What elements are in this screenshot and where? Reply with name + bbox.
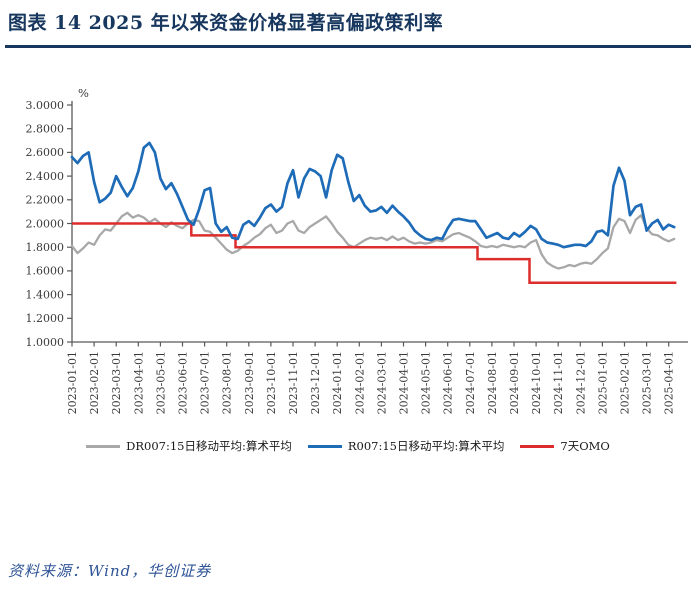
x-tick-label: 2023-05-01 bbox=[154, 351, 167, 414]
x-tick-label: 2023-10-01 bbox=[265, 351, 278, 414]
legend-item-r007: R007:15日移动平均:算术平均 bbox=[307, 438, 505, 454]
x-tick-label: 2024-10-01 bbox=[530, 351, 543, 414]
y-tick-label: 1.4000 bbox=[26, 288, 65, 301]
x-tick-label: 2023-03-01 bbox=[110, 351, 123, 414]
legend-swatch-dr007 bbox=[86, 444, 121, 448]
x-tick-label: 2025-01-01 bbox=[596, 351, 609, 414]
legend-label-dr007: DR007:15日移动平均:算术平均 bbox=[126, 439, 292, 453]
title-rule bbox=[5, 45, 691, 48]
y-axis-unit-label: % bbox=[78, 86, 89, 100]
legend-swatch-r007 bbox=[307, 444, 342, 448]
x-tick-label: 2025-04-01 bbox=[663, 351, 676, 414]
legend-swatch-omo-7d bbox=[520, 444, 555, 448]
figure-title: 图表 14 2025 年以来资金价格显著高偏政策利率 bbox=[8, 12, 444, 34]
x-tick-label: 2024-07-01 bbox=[464, 351, 477, 414]
x-tick-label: 2023-11-01 bbox=[287, 351, 300, 414]
y-tick-label: 1.0000 bbox=[26, 336, 65, 349]
y-tick-label: 2.4000 bbox=[26, 170, 65, 183]
x-tick-label: 2023-04-01 bbox=[132, 351, 145, 414]
y-tick-label: 1.2000 bbox=[26, 312, 65, 325]
x-tick-label: 2023-12-01 bbox=[309, 351, 322, 414]
x-tick-label: 2023-09-01 bbox=[243, 351, 256, 414]
x-tick-label: 2024-06-01 bbox=[442, 351, 455, 414]
line-chart: % 3.0000 2.8000 2.6000 2.4000 2.2000 2.0000 1.8… bbox=[26, 86, 688, 414]
x-tick-label: 2023-08-01 bbox=[221, 351, 234, 414]
y-tick-label: 1.6000 bbox=[26, 265, 65, 278]
x-tick-label: 2025-02-01 bbox=[619, 351, 632, 414]
legend-label-r007: R007:15日移动平均:算术平均 bbox=[347, 439, 505, 453]
legend-item-omo-7d: 7天OMO bbox=[520, 438, 610, 454]
chart-area: % 3.0000 2.8000 2.6000 2.4000 2.2000 2.0000 1.8… bbox=[0, 58, 696, 438]
y-tick-label: 2.0000 bbox=[26, 217, 65, 230]
chart-legend: DR007:15日移动平均:算术平均 R007:15日移动平均:算术平均 7天OMO bbox=[30, 438, 666, 454]
x-tick-label: 2024-08-01 bbox=[486, 351, 499, 414]
x-tick-label: 2024-11-01 bbox=[552, 351, 565, 414]
x-tick-label: 2024-04-01 bbox=[398, 351, 411, 414]
x-tick-label: 2024-05-01 bbox=[420, 351, 433, 414]
series-r007-line bbox=[70, 141, 676, 249]
series-omo-7d-line bbox=[72, 222, 677, 285]
x-tick-label: 2025-03-01 bbox=[641, 351, 654, 414]
x-tick-label: 2024-01-01 bbox=[331, 351, 344, 414]
x-tick-label: 2023-06-01 bbox=[177, 351, 190, 414]
x-tick-label: 2024-02-01 bbox=[353, 351, 366, 414]
y-tick-label: 2.8000 bbox=[26, 123, 65, 136]
source-note: 资料来源：Wind，华创证券 bbox=[8, 562, 212, 580]
x-tick-label: 2023-07-01 bbox=[199, 351, 212, 414]
x-tick-label: 2024-09-01 bbox=[508, 351, 521, 414]
y-tick-label: 2.6000 bbox=[26, 146, 65, 159]
x-tick-label: 2023-02-01 bbox=[88, 351, 101, 414]
series-dr007-line bbox=[70, 211, 676, 270]
y-tick-label: 3.0000 bbox=[26, 99, 65, 112]
legend-label-omo-7d: 7天OMO bbox=[560, 439, 610, 453]
x-tick-label: 2023-01-01 bbox=[66, 351, 79, 414]
legend-item-dr007: DR007:15日移动平均:算术平均 bbox=[86, 438, 292, 454]
x-tick-label: 2024-03-01 bbox=[375, 351, 388, 414]
y-tick-label: 2.2000 bbox=[26, 194, 65, 207]
x-tick-label: 2024-12-01 bbox=[574, 351, 587, 414]
y-tick-label: 1.8000 bbox=[26, 241, 65, 254]
